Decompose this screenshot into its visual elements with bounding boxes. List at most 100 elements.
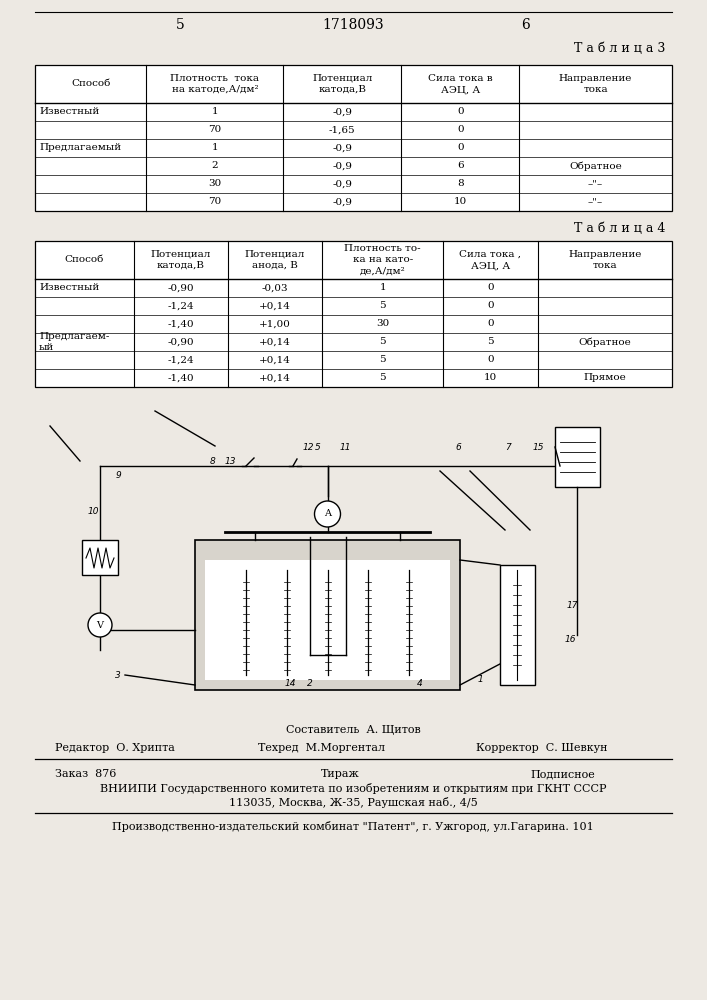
Text: 70: 70 <box>209 198 221 207</box>
Text: 3: 3 <box>115 670 121 680</box>
Text: 1: 1 <box>211 143 218 152</box>
Bar <box>82 540 118 575</box>
Text: 5: 5 <box>380 338 386 347</box>
Text: 11: 11 <box>339 444 351 452</box>
Circle shape <box>315 501 341 527</box>
Text: -1,24: -1,24 <box>168 356 194 364</box>
Text: A: A <box>324 510 331 518</box>
Text: -0,90: -0,90 <box>168 338 194 347</box>
Text: 5: 5 <box>175 18 185 32</box>
Text: 7: 7 <box>505 444 511 452</box>
Text: Сила тока в
АЭЦ, А: Сила тока в АЭЦ, А <box>428 74 493 94</box>
Text: -0,9: -0,9 <box>332 161 352 170</box>
Text: Производственно-издательский комбинат "Патент", г. Ужгород, ул.Гагарина. 101: Производственно-издательский комбинат "П… <box>112 822 594 832</box>
Text: Корректор  С. Шевкун: Корректор С. Шевкун <box>476 743 607 753</box>
Text: -1,65: -1,65 <box>329 125 356 134</box>
Bar <box>35 65 672 211</box>
Text: 2: 2 <box>211 161 218 170</box>
Bar <box>555 427 600 487</box>
Circle shape <box>88 613 112 637</box>
Bar <box>35 65 672 211</box>
Text: -0,9: -0,9 <box>332 107 352 116</box>
Text: 5: 5 <box>380 302 386 310</box>
Text: Подписное: Подписное <box>530 769 595 779</box>
Text: Направление
тока: Направление тока <box>559 74 632 94</box>
Text: 16: 16 <box>564 636 575 645</box>
Text: Потенциал
катода,В: Потенциал катода,В <box>312 74 373 94</box>
Text: 13: 13 <box>224 456 235 466</box>
Text: –"–: –"– <box>588 198 603 207</box>
Text: 10: 10 <box>454 198 467 207</box>
Text: Т а б л и ц а 3: Т а б л и ц а 3 <box>574 41 666 54</box>
Text: 10: 10 <box>484 373 497 382</box>
Text: 9: 9 <box>115 472 121 481</box>
Text: Прямое: Прямое <box>583 373 626 382</box>
Text: 0: 0 <box>487 320 493 328</box>
Text: +0,14: +0,14 <box>259 373 291 382</box>
Text: Предлагаем-
ый: Предлагаем- ый <box>39 332 110 352</box>
Text: Редактор  О. Хрипта: Редактор О. Хрипта <box>55 743 175 753</box>
Text: Т а б л и ц а 4: Т а б л и ц а 4 <box>574 223 666 235</box>
Text: 8: 8 <box>457 180 464 188</box>
Text: -1,40: -1,40 <box>168 373 194 382</box>
Text: Плотность то-
ка на като-
де,А/дм²: Плотность то- ка на като- де,А/дм² <box>344 244 421 276</box>
Text: Способ: Способ <box>64 255 104 264</box>
Text: Потенциал
анода, В: Потенциал анода, В <box>245 250 305 270</box>
Text: 30: 30 <box>209 180 221 188</box>
Text: +0,14: +0,14 <box>259 356 291 364</box>
Text: Известный: Известный <box>39 284 99 292</box>
Text: 30: 30 <box>376 320 390 328</box>
Text: Предлагаемый: Предлагаемый <box>39 143 121 152</box>
Text: ВНИИПИ Государственного комитета по изобретениям и открытиям при ГКНТ СССР: ВНИИПИ Государственного комитета по изоб… <box>100 784 606 794</box>
Text: 70: 70 <box>209 125 221 134</box>
Text: V: V <box>96 620 103 630</box>
Text: Известный: Известный <box>39 107 99 116</box>
Text: -0,9: -0,9 <box>332 180 352 188</box>
Text: 6: 6 <box>457 161 464 170</box>
Text: 5: 5 <box>487 338 493 347</box>
Text: 0: 0 <box>487 284 493 292</box>
Text: 10: 10 <box>87 506 99 516</box>
Text: 1: 1 <box>211 107 218 116</box>
Text: Тираж: Тираж <box>321 769 359 779</box>
Text: 4: 4 <box>417 678 423 688</box>
Text: 17: 17 <box>566 600 578 609</box>
Text: 0: 0 <box>487 356 493 364</box>
Text: 5: 5 <box>380 373 386 382</box>
Bar <box>35 241 672 387</box>
Text: Заказ  876: Заказ 876 <box>55 769 117 779</box>
Text: -0,90: -0,90 <box>168 284 194 292</box>
Text: -0,03: -0,03 <box>262 284 288 292</box>
Text: 6: 6 <box>520 18 530 32</box>
Text: Обратное: Обратное <box>578 337 631 347</box>
Bar <box>35 241 672 387</box>
Text: -0,9: -0,9 <box>332 143 352 152</box>
Text: -1,24: -1,24 <box>168 302 194 310</box>
Text: 1: 1 <box>380 284 386 292</box>
Text: 0: 0 <box>487 302 493 310</box>
Text: 1718093: 1718093 <box>322 18 384 32</box>
Text: Обратное: Обратное <box>569 161 622 171</box>
Bar <box>500 565 535 685</box>
Text: Составитель  А. Щитов: Составитель А. Щитов <box>286 725 421 735</box>
Text: 113035, Москва, Ж-35, Раушская наб., 4/5: 113035, Москва, Ж-35, Раушская наб., 4/5 <box>228 798 477 808</box>
Text: Направление
тока: Направление тока <box>568 250 641 270</box>
Text: 12: 12 <box>303 444 314 452</box>
Text: 5: 5 <box>315 444 321 452</box>
Text: 0: 0 <box>457 143 464 152</box>
Text: +0,14: +0,14 <box>259 338 291 347</box>
Text: +0,14: +0,14 <box>259 302 291 310</box>
Text: 2: 2 <box>307 678 313 688</box>
Bar <box>205 560 450 680</box>
Text: 15: 15 <box>532 444 544 452</box>
Text: Техред  М.Моргентал: Техред М.Моргентал <box>258 743 385 753</box>
Text: 1: 1 <box>477 676 483 684</box>
Text: Способ: Способ <box>71 80 110 89</box>
Bar <box>195 540 460 690</box>
Text: 0: 0 <box>457 125 464 134</box>
Text: -1,40: -1,40 <box>168 320 194 328</box>
Text: -0,9: -0,9 <box>332 198 352 207</box>
Text: 6: 6 <box>455 444 461 452</box>
Text: –"–: –"– <box>588 180 603 188</box>
Text: 5: 5 <box>380 356 386 364</box>
